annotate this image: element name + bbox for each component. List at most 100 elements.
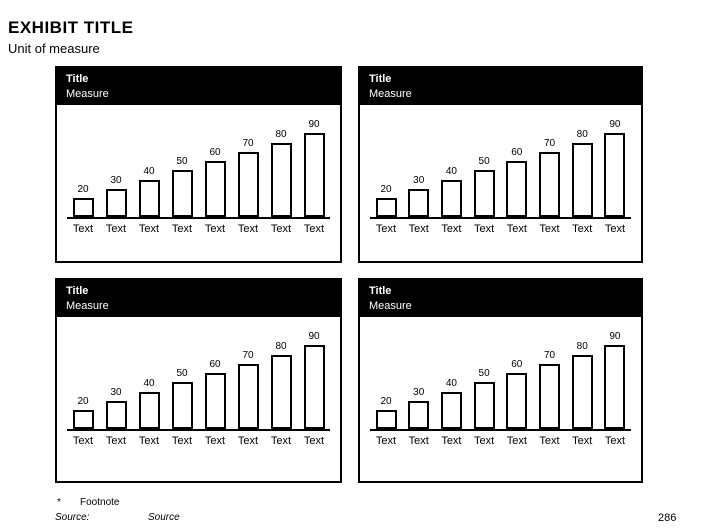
x-axis-labels: Text Text Text Text Text Text Text Text xyxy=(57,435,340,447)
bar-group: 70 xyxy=(235,138,261,217)
x-axis-tick-label: Text xyxy=(441,435,462,447)
bar xyxy=(171,382,193,429)
x-axis-tick-label: Text xyxy=(375,435,397,447)
bar-group: 60 xyxy=(202,359,228,429)
bar-value-label: 70 xyxy=(543,350,556,361)
bar-group: 50 xyxy=(471,368,497,429)
bar-group: 60 xyxy=(504,359,530,429)
chart-panel: Title Measure 20 30 40 50 60 70 80 90 Text Text T… xyxy=(55,66,342,263)
bar-value-label: 70 xyxy=(543,138,556,149)
bar xyxy=(237,152,259,217)
bar xyxy=(571,355,593,429)
bar-group: 50 xyxy=(169,156,195,217)
x-axis-tick-label: Text xyxy=(138,223,160,235)
x-axis-tick-label: Text xyxy=(572,223,593,235)
source-label: Source: xyxy=(55,512,90,523)
bar-group: 20 xyxy=(70,396,96,429)
bar-group: 20 xyxy=(373,184,399,217)
chart-measure-label: Measure xyxy=(369,300,412,312)
bar-group: 70 xyxy=(537,138,563,217)
chart-title: Title xyxy=(369,285,392,297)
bar-value-label: 60 xyxy=(511,359,523,370)
bar-value-label: 60 xyxy=(209,359,221,370)
bar-group: 90 xyxy=(602,331,628,429)
bar-chart: 20 30 40 50 60 70 80 90 Text Text Text Text Text Tex… xyxy=(360,105,641,261)
bar-group: 50 xyxy=(471,156,497,217)
chart-panel-header: Title Measure xyxy=(57,280,340,317)
bar-group: 90 xyxy=(602,119,628,217)
bar-group: 70 xyxy=(235,350,261,429)
bar-value-label: 90 xyxy=(609,331,621,342)
x-axis-tick-label: Text xyxy=(270,223,292,235)
x-axis-tick-label: Text xyxy=(408,223,429,235)
footnote-marker: * xyxy=(57,497,61,508)
x-axis-tick-label: Text xyxy=(604,435,626,447)
bar-group: 40 xyxy=(136,166,162,217)
bar-value-label: 40 xyxy=(143,166,155,177)
x-axis-tick-label: Text xyxy=(105,435,127,447)
bar xyxy=(303,133,325,217)
bar-group: 80 xyxy=(268,129,294,217)
bar-group: 20 xyxy=(373,396,399,429)
bar-value-label: 80 xyxy=(576,129,588,140)
bar-chart: 20 30 40 50 60 70 80 90 Text Text Text Text Text Tex… xyxy=(57,105,340,261)
x-axis-tick-label: Text xyxy=(506,435,527,447)
unit-of-measure-subtitle: Unit of measure xyxy=(8,41,100,56)
x-axis-tick-label: Text xyxy=(171,435,193,447)
x-axis-tick-label: Text xyxy=(604,223,626,235)
bar-group: 60 xyxy=(504,147,530,217)
chart-title: Title xyxy=(66,285,89,297)
bar-chart: 20 30 40 50 60 70 80 90 Text Text Text Text Text Tex… xyxy=(57,317,340,481)
x-axis-tick-label: Text xyxy=(441,223,462,235)
bar-group: 30 xyxy=(103,175,129,217)
bar-value-label: 50 xyxy=(478,156,490,167)
bar-value-label: 30 xyxy=(413,387,425,398)
bar-group: 30 xyxy=(406,387,432,429)
bar-group: 80 xyxy=(569,129,595,217)
bar xyxy=(539,364,561,429)
bar-group: 30 xyxy=(406,175,432,217)
bar-value-label: 20 xyxy=(380,396,392,407)
bar-value-label: 40 xyxy=(143,378,155,389)
bar-value-label: 50 xyxy=(176,156,188,167)
x-axis-tick-label: Text xyxy=(303,435,325,447)
bar-group: 90 xyxy=(301,119,327,217)
x-axis-tick-label: Text xyxy=(474,223,495,235)
bar xyxy=(105,401,127,429)
x-axis-tick-label: Text xyxy=(408,435,429,447)
page-number: 286 xyxy=(658,512,677,524)
x-axis-line xyxy=(370,429,631,431)
x-axis-tick-label: Text xyxy=(105,223,127,235)
bar-value-label: 80 xyxy=(275,129,287,140)
bar xyxy=(375,198,397,217)
bar-value-label: 30 xyxy=(110,175,122,186)
bar-value-label: 90 xyxy=(308,119,320,130)
bar xyxy=(105,189,127,217)
bar xyxy=(473,382,495,429)
bar xyxy=(604,345,626,429)
bar-group: 30 xyxy=(103,387,129,429)
bar xyxy=(303,345,325,429)
x-axis-tick-label: Text xyxy=(72,435,94,447)
x-axis-tick-label: Text xyxy=(506,223,527,235)
bar xyxy=(539,152,561,217)
chart-panel: Title Measure 20 30 40 50 60 70 80 90 Text Text T… xyxy=(358,66,643,263)
x-axis-tick-label: Text xyxy=(572,435,593,447)
bar xyxy=(506,373,528,429)
bar-chart: 20 30 40 50 60 70 80 90 Text Text Text Text Text Tex… xyxy=(360,317,641,481)
chart-plot-area: 20 30 40 50 60 70 80 90 xyxy=(57,317,340,429)
bar xyxy=(138,392,160,429)
x-axis-tick-label: Text xyxy=(204,435,226,447)
x-axis-tick-label: Text xyxy=(539,223,560,235)
bar-group: 40 xyxy=(438,166,464,217)
bar xyxy=(72,198,94,217)
x-axis-tick-label: Text xyxy=(539,435,560,447)
bar xyxy=(408,189,430,217)
bar-value-label: 70 xyxy=(242,350,254,361)
x-axis-line xyxy=(370,217,631,219)
chart-title: Title xyxy=(66,73,89,85)
x-axis-tick-label: Text xyxy=(375,223,397,235)
bar xyxy=(473,170,495,217)
bar xyxy=(171,170,193,217)
